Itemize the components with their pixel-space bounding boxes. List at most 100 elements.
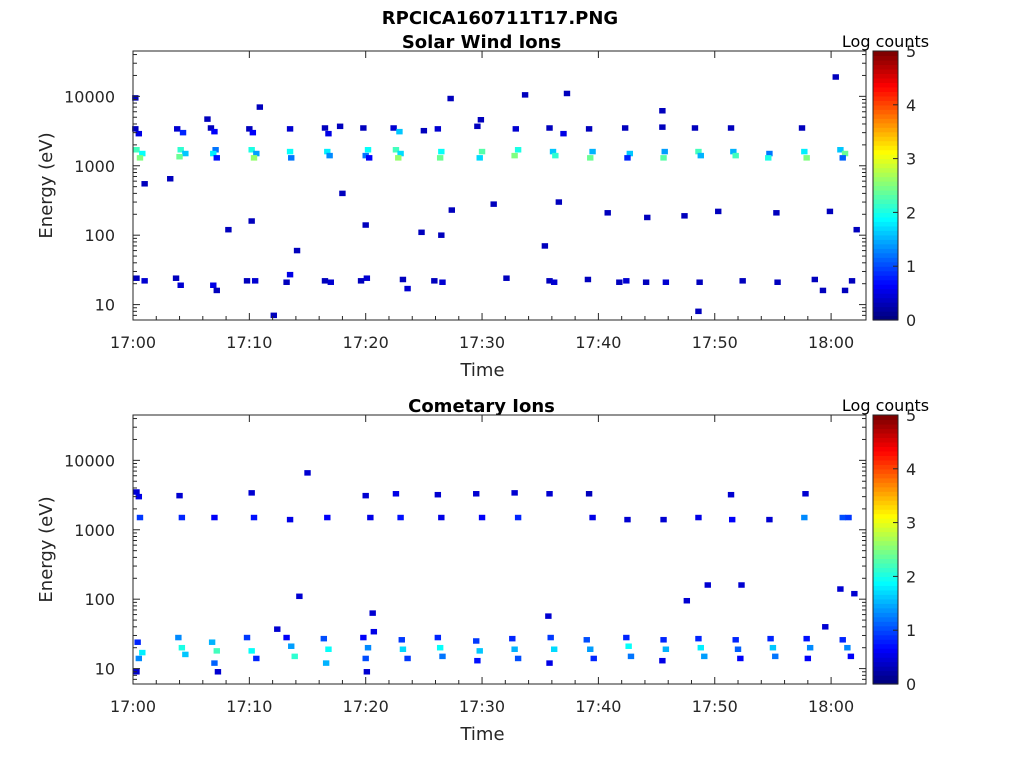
heatmap-cell [397,150,404,157]
heatmap-cell [178,514,186,521]
heatmap-cell [659,108,666,114]
heatmap-cell [436,155,444,161]
heatmap-cell [624,516,631,523]
colorbar-segment [873,580,898,586]
cometary-y-axis-label: Energy (eV) [36,496,57,602]
cometary-heatmap-cells [133,470,858,675]
colorbar-segment [873,82,898,88]
heatmap-cell [803,155,810,161]
heatmap-cell [541,243,549,249]
heatmap-cell [552,152,559,159]
colorbar-tick-label: 1 [906,257,916,276]
x-tick-label: 17:00 [110,697,156,716]
colorbar-segment [873,468,898,474]
heatmap-cell [418,229,425,236]
x-tick-label: 17:40 [575,333,621,352]
heatmap-cell [841,150,849,157]
colorbar-segment [873,167,898,173]
heatmap-cell [362,492,369,499]
heatmap-cell [550,279,558,285]
heatmap-cell [248,218,255,224]
colorbar-segment [873,185,898,191]
heatmap-cell [177,147,184,153]
heatmap-cell [339,190,346,197]
heatmap-cell [697,152,704,159]
heatmap-cell [839,514,846,521]
heatmap-cell [212,147,219,153]
colorbar-segment [873,176,898,182]
colorbar-segment [873,158,898,164]
colorbar-frame [872,50,899,321]
heatmap-cell [728,516,736,523]
heatmap-cell [774,279,781,285]
colorbar-segment [873,423,898,430]
heatmap-cell [274,626,281,632]
colorbar-segment [873,612,898,618]
colorbar-segment [873,657,898,663]
heatmap-cell [365,155,373,161]
heatmap-cell [447,95,454,102]
heatmap-cell [701,653,708,660]
heatmap-cell [283,634,290,641]
heatmap-cell [136,514,144,521]
colorbar-segment [873,216,898,222]
heatmap-cell [139,649,146,656]
heatmap-cell [839,155,846,161]
heatmap-cell [826,208,834,215]
colorbar-segment [873,670,898,676]
colorbar-segment [873,225,898,231]
x-tick-label: 17:10 [226,333,272,352]
y-tick-label: 1000 [74,157,115,176]
cometary-x-axis-label: Time [459,724,504,745]
colorbar-segment [873,284,898,290]
heatmap-cell [399,646,407,652]
heatmap-cell [546,660,553,666]
heatmap-cell [691,125,699,131]
heatmap-cell [208,639,216,645]
cometary-plot-area [133,415,866,684]
heatmap-cell [420,127,428,134]
heatmap-cell [623,278,630,284]
colorbar-segment [873,486,898,492]
heatmap-cell [167,176,174,182]
heatmap-cell [321,278,329,284]
colorbar-segment [873,495,898,501]
x-tick-label: 17:20 [343,333,389,352]
colorbar-segment [873,293,898,299]
heatmap-cell [773,210,780,216]
heatmap-cell [178,644,186,651]
heatmap-cell [404,655,411,662]
heatmap-cell [364,147,372,153]
heatmap-cell [288,155,295,161]
colorbar-segment [873,589,898,595]
colorbar-segment [873,428,898,434]
heatmap-cell [696,279,703,285]
cometary-ions-panel: Cometary Ions 17:00 17:10 17:20 17:30 17:40 17… [36,396,929,745]
heatmap-cell [182,651,189,658]
heatmap-cell [270,312,277,319]
heatmap-cell [286,148,294,155]
heatmap-cell [662,646,670,652]
heatmap-cell [174,126,181,132]
colorbar-segment [873,95,898,101]
heatmap-cell [804,655,812,662]
colorbar-segment [873,545,898,551]
heatmap-cell [439,279,446,285]
heatmap-cell [851,590,858,597]
heatmap-cell [135,493,143,500]
colorbar-segment [873,473,898,479]
heatmap-cell [248,490,255,496]
heatmap-cell [249,129,257,136]
heatmap-cell [585,491,593,497]
heatmap-cell [547,634,554,641]
heatmap-cell [395,155,402,161]
y-tick-label: 10 [95,660,115,679]
heatmap-cell [434,126,442,132]
heatmap-cell [322,660,330,666]
heatmap-cell [839,637,846,643]
colorbar-segment [873,477,898,483]
heatmap-cell [175,634,182,641]
colorbar-segment [873,491,898,497]
colorbar-segment [873,679,898,685]
